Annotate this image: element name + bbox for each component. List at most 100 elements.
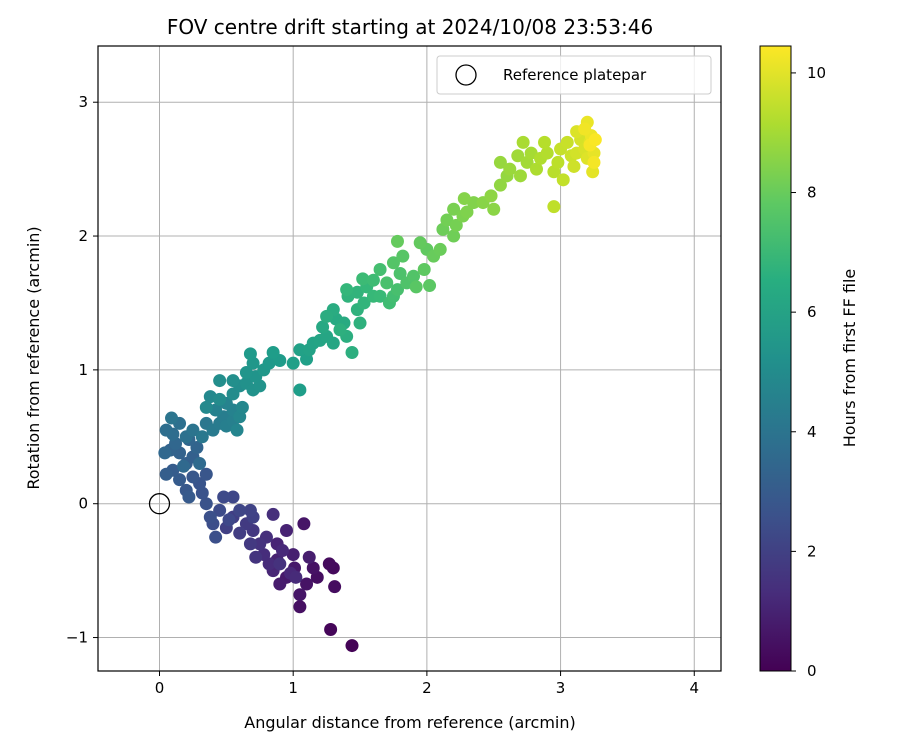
y-tick-label: 2 <box>78 227 88 245</box>
colorbar: 0 2 4 6 8 10 Hours from first FF file <box>759 45 859 680</box>
y-tick-label: 3 <box>78 93 88 111</box>
data-point <box>447 202 461 216</box>
x-axis-label: Angular distance from reference (arcmin) <box>244 713 575 732</box>
data-point <box>547 200 561 214</box>
data-point <box>286 356 300 370</box>
data-point <box>273 577 287 591</box>
data-point <box>233 526 247 540</box>
data-point <box>484 189 498 203</box>
data-point <box>243 503 257 517</box>
data-point <box>239 366 253 380</box>
data-point <box>165 411 179 425</box>
reference-platepar-marker <box>148 493 171 515</box>
data-point <box>199 497 213 511</box>
data-point <box>193 457 207 471</box>
data-point <box>222 513 236 527</box>
data-point <box>195 430 209 444</box>
data-point <box>275 544 289 558</box>
data-point <box>556 173 570 187</box>
data-point <box>328 580 342 594</box>
data-point <box>449 218 463 232</box>
colorbar-gradient <box>759 45 792 672</box>
data-point <box>386 256 400 270</box>
legend: Reference platepar <box>436 55 712 95</box>
data-point <box>324 623 338 637</box>
data-point <box>173 473 187 487</box>
data-point <box>297 517 311 531</box>
data-point <box>199 400 213 414</box>
data-point <box>357 296 371 310</box>
data-point <box>280 523 294 537</box>
data-point <box>182 490 196 504</box>
y-tick-label: 1 <box>78 361 88 379</box>
plot-frame <box>97 45 722 672</box>
data-point <box>393 267 407 281</box>
data-point <box>293 343 307 357</box>
data-point <box>560 135 574 149</box>
data-point <box>366 273 380 287</box>
data-point <box>203 510 217 524</box>
y-ticks: −1 0 1 2 3 <box>66 93 98 647</box>
data-point <box>433 242 447 256</box>
data-point <box>213 392 227 406</box>
data-point <box>243 347 257 361</box>
scatter-points <box>158 115 602 653</box>
data-point <box>516 135 530 149</box>
data-point <box>345 639 359 653</box>
data-point <box>530 162 544 176</box>
colorbar-tick-label: 8 <box>807 184 817 202</box>
data-point <box>316 320 330 334</box>
colorbar-ticks: 0 2 4 6 8 10 <box>791 64 826 680</box>
data-point <box>588 133 602 147</box>
data-point <box>423 279 437 293</box>
data-point <box>262 356 276 370</box>
data-point <box>353 316 367 330</box>
colorbar-label: Hours from first FF file <box>840 269 859 448</box>
x-tick-label: 0 <box>155 679 165 697</box>
data-point <box>199 467 213 481</box>
data-point <box>243 537 257 551</box>
data-point <box>457 192 471 206</box>
x-tick-label: 1 <box>288 679 298 697</box>
data-point <box>230 423 244 437</box>
data-point <box>413 236 427 250</box>
data-point <box>326 336 340 350</box>
data-point <box>513 169 527 183</box>
data-point <box>447 229 461 243</box>
data-point <box>540 146 554 160</box>
colorbar-tick-label: 10 <box>807 64 826 82</box>
data-point <box>551 155 565 169</box>
data-point <box>390 234 404 248</box>
colorbar-tick-label: 6 <box>807 303 817 321</box>
data-point <box>266 345 280 359</box>
data-point <box>266 507 280 521</box>
data-point <box>209 530 223 544</box>
colorbar-tick-label: 0 <box>807 662 817 680</box>
data-point <box>460 205 474 219</box>
data-point <box>293 383 307 397</box>
data-point <box>235 400 249 414</box>
data-point <box>273 557 287 571</box>
data-point <box>493 155 507 169</box>
data-point <box>407 269 421 283</box>
data-point <box>289 570 303 584</box>
data-point <box>286 548 300 562</box>
x-tick-label: 2 <box>422 679 432 697</box>
data-point <box>503 162 517 176</box>
data-point <box>373 263 387 277</box>
data-point <box>356 272 370 286</box>
data-point <box>217 490 231 504</box>
data-point <box>320 309 334 323</box>
x-ticks: 0 1 2 3 4 <box>155 671 699 697</box>
legend-marker-icon <box>455 64 477 86</box>
data-point <box>538 135 552 149</box>
data-point <box>302 550 316 564</box>
data-point <box>158 446 172 460</box>
data-point <box>340 283 354 297</box>
data-point <box>373 289 387 303</box>
data-point <box>159 423 173 437</box>
data-point <box>177 459 191 473</box>
data-point <box>233 503 247 517</box>
data-point <box>213 374 227 388</box>
